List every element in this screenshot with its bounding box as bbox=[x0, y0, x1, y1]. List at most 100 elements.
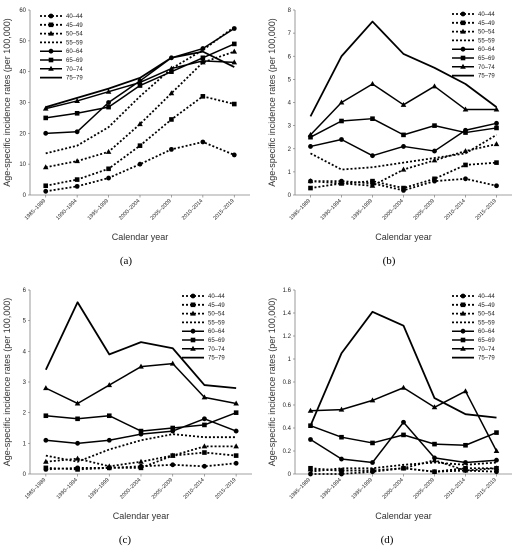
y-tick-label: 30 bbox=[19, 101, 26, 107]
data-point bbox=[339, 434, 344, 440]
data-point bbox=[106, 382, 113, 388]
data-point bbox=[307, 178, 314, 184]
legend-marker bbox=[460, 55, 466, 61]
x-tick-label: 2010–2014 bbox=[181, 198, 204, 221]
x-tick-label: 1990–1994 bbox=[320, 477, 343, 500]
series-60-64 bbox=[308, 120, 499, 159]
data-point bbox=[43, 385, 49, 391]
data-point bbox=[231, 101, 237, 107]
data-point bbox=[308, 471, 313, 477]
y-tick-label: 3 bbox=[288, 124, 292, 130]
data-point bbox=[75, 467, 80, 472]
data-point bbox=[75, 416, 80, 422]
panel-b: 0 1 2 3 4 5 6 7 8 1985–1989 1990–1994 1995–1999 2000… bbox=[267, 8, 512, 242]
data-point bbox=[42, 164, 49, 170]
legend-marker bbox=[460, 46, 466, 52]
y-tick-label: 6 bbox=[288, 54, 292, 60]
x-tick-label: 2015–2019 bbox=[475, 477, 498, 500]
data-point bbox=[231, 26, 237, 31]
series-40-44 bbox=[43, 139, 237, 194]
data-point bbox=[400, 384, 407, 390]
y-tick-label: 1.4 bbox=[283, 311, 292, 317]
data-point bbox=[400, 465, 407, 471]
data-point bbox=[105, 88, 112, 94]
y-tick-label: 8 bbox=[288, 8, 292, 14]
data-point bbox=[493, 106, 500, 112]
series-55-59 bbox=[45, 433, 237, 463]
series-65-69 bbox=[43, 410, 239, 434]
data-point bbox=[233, 400, 239, 406]
data-point bbox=[370, 460, 375, 465]
x-tick-label: 2015–2019 bbox=[214, 477, 237, 500]
series-line bbox=[45, 26, 235, 155]
data-point bbox=[432, 455, 437, 461]
data-point bbox=[138, 428, 144, 434]
data-point bbox=[201, 443, 208, 449]
legend-marker bbox=[190, 302, 196, 308]
series-55-59 bbox=[310, 134, 497, 171]
data-point bbox=[400, 166, 407, 172]
legend-marker bbox=[460, 28, 466, 34]
series-60-64 bbox=[43, 416, 239, 446]
y-tick-label: 1 bbox=[288, 170, 292, 176]
x-tick-label: 1995–1999 bbox=[351, 198, 374, 221]
y-tick-label: 1 bbox=[288, 357, 292, 363]
legend-label: 65–69 bbox=[66, 58, 83, 64]
x-axis-label: Calendar year bbox=[113, 511, 170, 521]
x-axis-label: Calendar year bbox=[112, 232, 169, 242]
x-axis-label: Calendar year bbox=[375, 511, 432, 521]
data-point bbox=[137, 83, 143, 88]
y-tick-label: 1 bbox=[23, 441, 27, 447]
data-point bbox=[233, 428, 239, 434]
data-point bbox=[43, 130, 49, 136]
y-tick-label: 50 bbox=[19, 39, 26, 45]
data-point bbox=[200, 94, 206, 99]
legend-marker bbox=[48, 13, 54, 19]
legend-marker bbox=[48, 30, 54, 36]
series-line bbox=[45, 411, 237, 432]
legend-marker bbox=[460, 345, 466, 351]
series-75-79 bbox=[309, 20, 498, 117]
data-point bbox=[74, 455, 81, 461]
data-point bbox=[169, 117, 174, 122]
data-point bbox=[43, 458, 49, 464]
data-point bbox=[137, 79, 143, 85]
y-tick-label: 5 bbox=[288, 77, 292, 83]
legend-label: 70–74 bbox=[208, 347, 225, 353]
legend-marker bbox=[460, 310, 466, 316]
x-tick-label: 2005–2009 bbox=[151, 477, 174, 500]
series-line bbox=[310, 387, 498, 452]
series-65-69 bbox=[308, 116, 499, 140]
x-tick-label: 2005–2009 bbox=[413, 477, 436, 500]
data-point bbox=[432, 441, 437, 447]
series-line bbox=[309, 83, 497, 136]
x-tick-label: 2010–2014 bbox=[183, 477, 206, 500]
data-point bbox=[201, 394, 208, 400]
y-tick-label: 5 bbox=[23, 319, 27, 325]
data-point bbox=[169, 146, 174, 152]
legend-label: 55–59 bbox=[478, 38, 495, 44]
legend-label: 60–64 bbox=[208, 329, 225, 335]
data-point bbox=[338, 406, 345, 412]
y-tick-label: 4 bbox=[288, 101, 292, 107]
data-point bbox=[307, 466, 314, 472]
data-point bbox=[202, 463, 207, 469]
x-axis-label: Calendar year bbox=[375, 232, 432, 242]
series-50-54 bbox=[307, 141, 500, 188]
data-point bbox=[106, 100, 111, 105]
legend-label: 65–69 bbox=[208, 338, 225, 344]
legend-marker bbox=[48, 57, 54, 63]
data-point bbox=[169, 69, 174, 74]
data-point bbox=[43, 115, 49, 121]
data-point bbox=[431, 157, 438, 163]
series-50-54 bbox=[43, 443, 239, 469]
data-point bbox=[169, 360, 176, 366]
legend-label: 55–59 bbox=[478, 320, 495, 326]
series-55-59 bbox=[45, 26, 235, 155]
data-point bbox=[370, 153, 375, 159]
data-point bbox=[370, 178, 375, 184]
data-point bbox=[74, 158, 80, 164]
legend: 40–44 45–49 50–54 55–59 60–64 65–69 70–74 75–79 bbox=[452, 11, 495, 80]
data-point bbox=[231, 59, 238, 65]
legend-label: 55–59 bbox=[66, 40, 83, 46]
